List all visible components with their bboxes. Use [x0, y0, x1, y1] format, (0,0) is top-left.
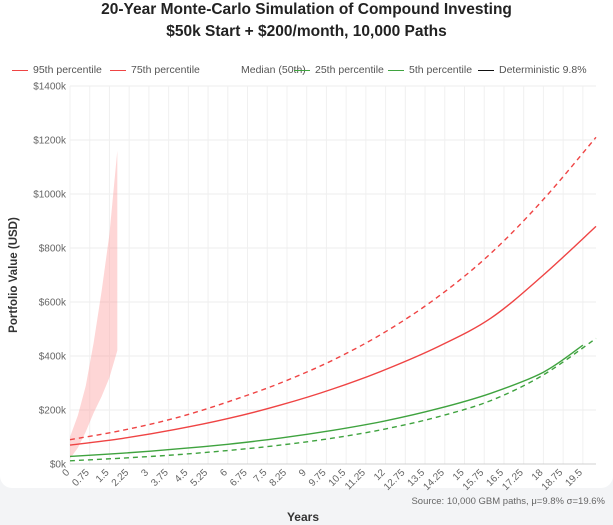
x-tick-label: 3.75	[149, 467, 171, 489]
x-tick-label: 17.25	[500, 467, 526, 493]
legend-label: Median (50th)	[241, 64, 306, 76]
y-tick-label: $0k	[50, 460, 67, 471]
chart-subtitle: $50k Start + $200/month, 10,000 Paths	[166, 23, 447, 40]
x-tick-label: 0.75	[70, 467, 92, 489]
legend-label: Deterministic 9.8%	[499, 64, 587, 76]
legend-swatch	[294, 69, 310, 71]
x-tick-label: 9.75	[307, 467, 329, 489]
legend-label: 25th percentile	[315, 64, 384, 76]
x-tick-label: 6	[218, 467, 230, 479]
legend-swatch	[110, 69, 126, 71]
x-tick-label: 15.75	[461, 467, 487, 493]
series-line-4	[69, 337, 597, 462]
x-axis-title: Years	[287, 510, 319, 524]
y-tick-label: $200k	[39, 406, 67, 417]
x-tick-label: 11.25	[343, 467, 368, 492]
x-tick-label: 5.25	[189, 467, 211, 489]
simulated-paths-band	[70, 150, 118, 459]
legend-label: 95th percentile	[33, 64, 102, 76]
series-line-0	[69, 136, 597, 441]
legend-label: 75th percentile	[131, 64, 200, 76]
y-tick-label: $1000k	[33, 190, 67, 201]
y-tick-label: $1400k	[33, 82, 67, 93]
y-tick-label: $800k	[39, 244, 67, 255]
series-line-3	[69, 344, 584, 458]
y-tick-label: $600k	[39, 298, 67, 309]
x-tick-label: 7.5	[252, 467, 270, 485]
legend-item[interactable]: 5th percentile	[388, 63, 472, 77]
x-tick-label: 18.75	[540, 467, 566, 493]
series-line-1	[69, 225, 597, 446]
chart-legend: 95th percentile 75th percentile Median (50…	[0, 63, 613, 77]
x-tick-label: 3	[139, 467, 151, 479]
legend-item[interactable]: 95th percentile	[12, 63, 102, 77]
legend-swatch	[12, 69, 28, 71]
legend-item[interactable]: 25th percentile	[294, 63, 384, 77]
x-tick-label: 2.25	[110, 467, 132, 489]
x-tick-label: 12.75	[382, 467, 408, 493]
legend-swatch	[220, 69, 236, 71]
legend-label: 5th percentile	[409, 64, 473, 76]
legend-item[interactable]: Median (50th)	[220, 63, 306, 77]
x-tick-label: 6.75	[228, 467, 250, 489]
legend-swatch	[388, 69, 404, 71]
x-tick-label: 19.5	[563, 467, 585, 489]
y-tick-label: $1200k	[33, 136, 67, 147]
x-tick-label: 0	[60, 467, 72, 479]
legend-swatch	[478, 69, 494, 71]
legend-item[interactable]: Deterministic 9.8%	[478, 63, 587, 77]
x-tick-label: 4.5	[173, 467, 191, 485]
x-tick-label: 1.5	[94, 467, 112, 485]
chart-footnote: Source: 10,000 GBM paths, μ=9.8% σ=19.6%	[411, 496, 605, 507]
chart-title: 20-Year Monte-Carlo Simulation of Compou…	[101, 1, 512, 18]
y-axis-title: Portfolio Value (USD)	[8, 217, 20, 333]
x-tick-label: 14.25	[421, 467, 447, 493]
x-tick-label: 9	[297, 467, 309, 479]
legend-item[interactable]: 75th percentile	[110, 63, 200, 77]
x-tick-label: 8.25	[268, 467, 290, 489]
y-tick-label: $400k	[39, 352, 67, 363]
